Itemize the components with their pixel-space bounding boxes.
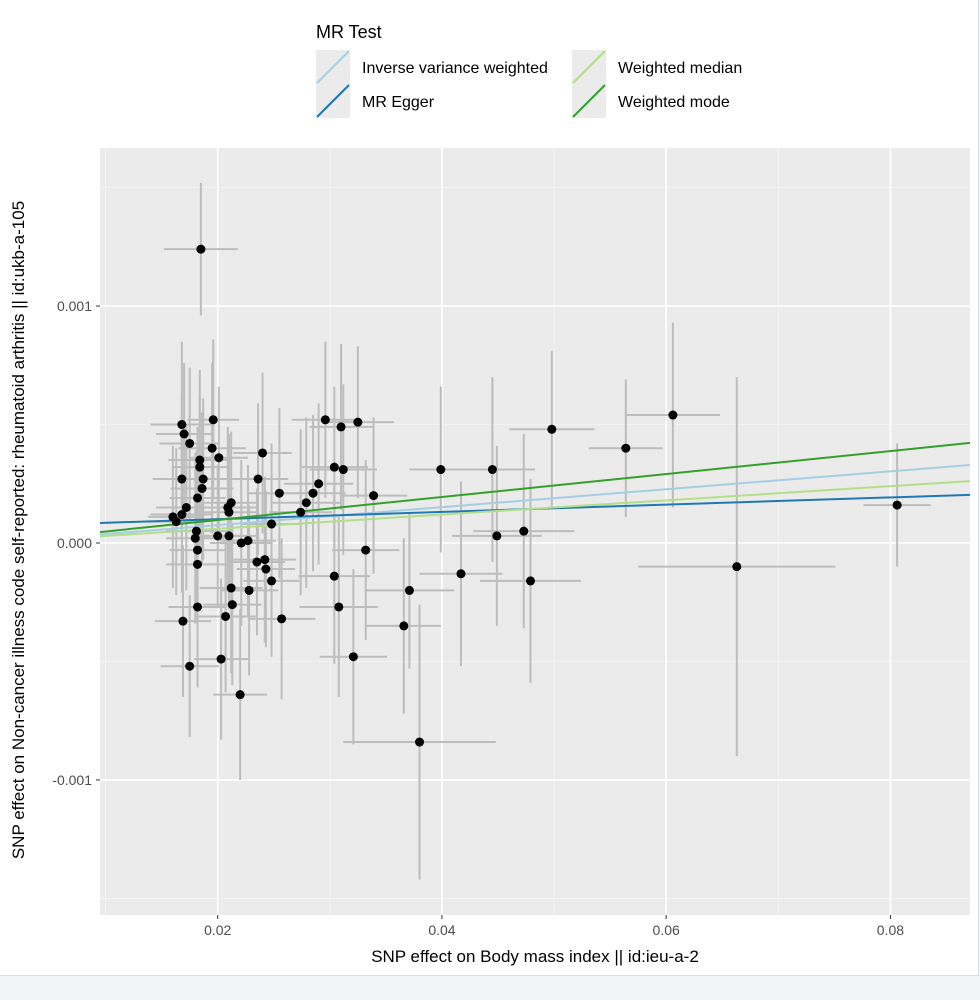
data-point [519,526,529,536]
data-point [361,545,371,555]
data-point [301,498,311,508]
data-point [216,654,226,664]
data-point [399,621,409,631]
data-point [258,448,268,458]
legend-key-line [572,50,606,84]
data-point [308,488,318,498]
data-point [253,474,263,484]
data-point [193,545,203,555]
data-point [221,611,231,621]
y-tick-label: 0.001 [57,298,92,314]
data-point [732,562,742,572]
data-point [213,531,223,541]
data-point [195,455,205,465]
data-point [252,557,262,567]
data-point [348,652,358,662]
data-point [226,498,236,508]
data-point [235,690,245,700]
data-point [177,420,187,430]
data-point [260,555,270,565]
data-point [329,571,339,581]
data-point [277,614,287,624]
data-point [668,410,678,420]
regression-line-inverse-variance-weighted [99,463,971,536]
data-point [193,493,203,503]
regression-line-weighted-median [99,480,971,538]
legend-title: MR Test [316,22,382,42]
data-point [353,417,363,427]
x-tick-label: 0.04 [428,922,455,938]
data-point [338,465,348,475]
data-point [185,661,195,671]
data-point [179,429,189,439]
data-point [177,474,187,484]
data-point [329,462,339,472]
data-point [224,507,234,517]
data-point [191,526,201,536]
legend-label: Weighted mode [618,94,730,111]
data-point [185,438,195,448]
data-point [274,488,284,498]
legend-key-line [316,84,350,118]
data-point [197,483,207,493]
data-point [369,491,379,501]
y-axis-title: SNP effect on Non-cancer illness code se… [9,201,28,859]
data-point [336,422,346,432]
data-point [261,564,271,574]
legend-label: Inverse variance weighted [362,60,548,77]
data-point [526,576,536,586]
data-point [492,531,502,541]
data-point [181,502,191,512]
x-tick-label: 0.08 [877,922,904,938]
x-axis-title: SNP effect on Body mass index || id:ieu-… [371,947,699,966]
legend-key-line [572,84,606,118]
data-point [267,519,277,529]
data-point [178,616,188,626]
x-tick-label: 0.02 [204,922,231,938]
data-point [171,517,181,527]
x-tick-label: 0.06 [653,922,680,938]
data-point [214,453,224,463]
data-point [244,585,254,595]
data-point [547,424,557,434]
data-point [193,559,203,569]
data-point [208,415,218,425]
regression-line-weighted-mode [99,441,971,534]
y-tick-label: 0.000 [57,535,92,551]
data-point [334,602,344,612]
data-point [207,443,217,453]
data-point [487,465,497,475]
y-tick-label: -0.001 [52,772,92,788]
data-point [436,465,446,475]
data-point [415,737,425,747]
data-point [314,479,324,489]
legend-label: MR Egger [362,94,435,111]
data-point [193,602,203,612]
data-point [404,585,414,595]
data-point [267,576,277,586]
data-point [195,462,205,472]
data-point [190,533,200,543]
legend: MR Test Inverse variance weighted Weighte… [316,22,742,118]
legend-label: Weighted median [618,60,742,77]
data-point [224,531,234,541]
data-point [243,536,253,546]
data-point [621,443,631,453]
data-point [227,600,237,610]
data-point [177,510,187,520]
legend-key-line [316,50,350,84]
data-point [226,583,236,593]
data-point [196,244,206,254]
data-point [892,500,902,510]
data-point [320,415,330,425]
data-point [198,474,208,484]
data-point [296,507,306,517]
data-point [456,569,466,579]
